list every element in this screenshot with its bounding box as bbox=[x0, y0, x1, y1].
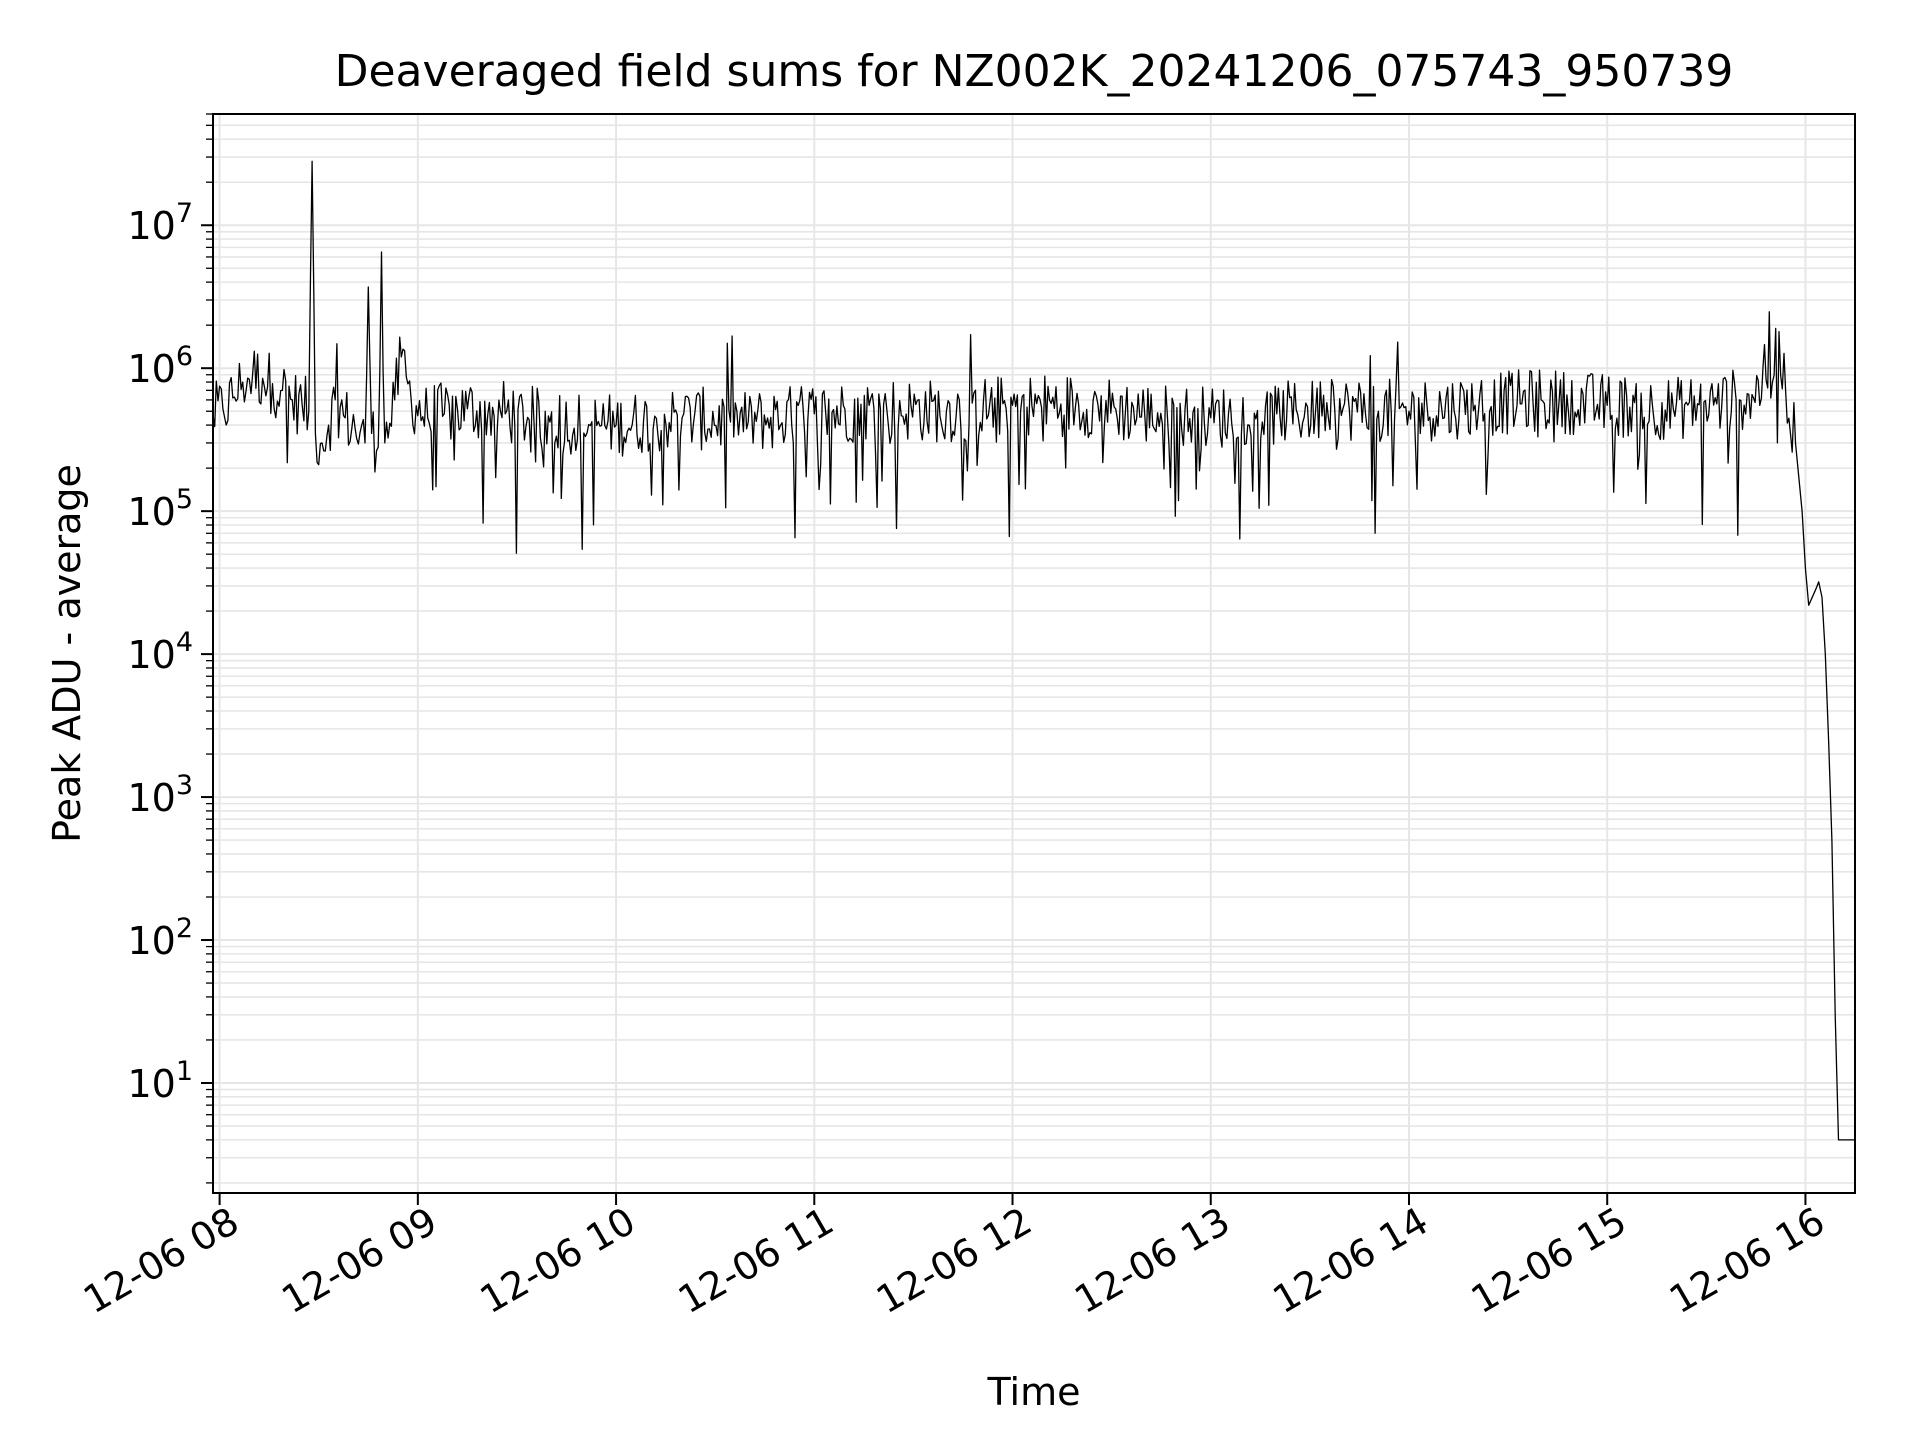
y-tick-label: 106 bbox=[127, 341, 193, 391]
y-tick-label: 102 bbox=[127, 913, 193, 963]
y-tick-exponent: 3 bbox=[176, 770, 193, 801]
y-tick-base: 10 bbox=[127, 204, 175, 248]
y-tick-exponent: 1 bbox=[176, 1056, 193, 1087]
y-tick-base: 10 bbox=[127, 633, 175, 677]
y-tick-base: 10 bbox=[127, 490, 175, 534]
y-tick-base: 10 bbox=[127, 919, 175, 963]
y-tick-base: 10 bbox=[127, 1062, 175, 1106]
y-tick-exponent: 5 bbox=[176, 484, 193, 515]
y-tick-exponent: 4 bbox=[176, 627, 193, 658]
y-tick-exponent: 7 bbox=[176, 198, 193, 229]
y-tick-label: 107 bbox=[127, 198, 193, 248]
y-axis-label: Peak ADU - average bbox=[45, 464, 89, 843]
y-tick-base: 10 bbox=[127, 347, 175, 391]
x-tick-label: 12-06 09 bbox=[274, 1199, 444, 1323]
grid-lines bbox=[213, 113, 1855, 1193]
x-tick-label: 12-06 08 bbox=[76, 1199, 246, 1323]
y-tick-exponent: 2 bbox=[176, 913, 193, 944]
y-tick-exponent: 6 bbox=[176, 341, 193, 372]
x-tick-label: 12-06 13 bbox=[1067, 1199, 1237, 1323]
x-tick-label: 12-06 11 bbox=[671, 1199, 841, 1323]
series-layer bbox=[212, 160, 1855, 1141]
y-tick-label: 104 bbox=[127, 627, 193, 677]
x-tick-label: 12-06 14 bbox=[1266, 1199, 1436, 1323]
chart-title: Deaveraged field sums for NZ002K_2024120… bbox=[335, 46, 1734, 97]
series-line bbox=[212, 160, 1855, 1141]
x-axis-label: Time bbox=[987, 1370, 1081, 1414]
y-tick-label: 103 bbox=[127, 770, 193, 820]
y-tick-label: 105 bbox=[127, 484, 193, 534]
x-tick-label: 12-06 15 bbox=[1464, 1199, 1634, 1323]
y-tick-label: 101 bbox=[127, 1056, 193, 1106]
y-tick-base: 10 bbox=[127, 776, 175, 820]
x-tick-label: 12-06 12 bbox=[869, 1199, 1039, 1323]
x-tick-label: 12-06 10 bbox=[473, 1199, 643, 1323]
x-tick-label: 12-06 16 bbox=[1662, 1199, 1832, 1323]
